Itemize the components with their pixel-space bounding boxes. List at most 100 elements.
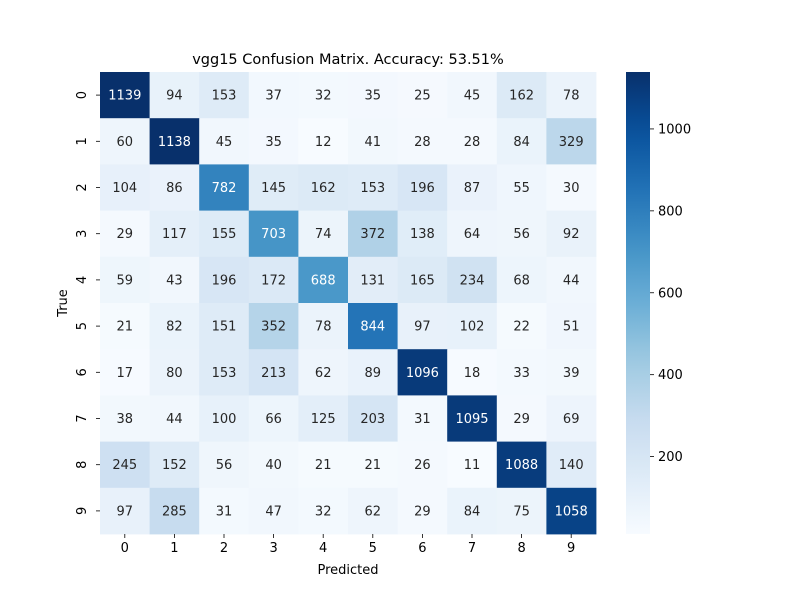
heatmap-cell	[447, 72, 498, 119]
heatmap-cell	[199, 349, 250, 396]
heatmap-cell	[447, 303, 498, 350]
colorbar-ticks: 200 400 600 800 1000	[650, 122, 691, 465]
heatmap-cell	[348, 395, 398, 442]
heatmap-cell	[496, 441, 547, 489]
cell-value-label: 64	[464, 227, 481, 242]
cell-value-label: 87	[464, 181, 481, 196]
y-axis-label: True	[56, 289, 71, 318]
cell-value-label: 26	[414, 458, 431, 473]
x-tick-label: 3	[269, 541, 277, 556]
cell-value-label: 131	[360, 273, 385, 288]
cell-value-label: 25	[414, 89, 431, 104]
heatmap-cell	[149, 118, 200, 165]
cell-value-label: 31	[414, 412, 431, 427]
y-tick-label: 4	[75, 276, 90, 284]
heatmap-cell	[248, 164, 299, 211]
heatmap-cell	[298, 72, 349, 119]
heatmap-cell	[348, 72, 398, 119]
x-tick-label: 2	[220, 541, 228, 556]
heatmap-cell	[496, 395, 547, 442]
cell-value-label: 39	[563, 366, 580, 381]
cell-value-label: 94	[166, 89, 183, 104]
heatmap-cell	[248, 72, 299, 119]
cell-value-label: 31	[216, 504, 233, 519]
heatmap-cell	[248, 349, 299, 396]
cell-value-label: 196	[212, 273, 237, 288]
cell-value-label: 1139	[108, 89, 141, 104]
cell-value-label: 29	[117, 227, 134, 242]
x-tick-label: 8	[517, 541, 525, 556]
cell-value-label: 32	[315, 504, 332, 519]
cell-value-label: 86	[166, 181, 183, 196]
cell-value-label: 117	[162, 227, 187, 242]
x-tick-label: 0	[121, 541, 129, 556]
heatmap-cell	[447, 256, 498, 304]
cell-value-label: 245	[112, 458, 137, 473]
cell-value-label: 35	[265, 135, 282, 150]
heatmap-cell	[546, 303, 597, 350]
cell-value-label: 703	[261, 227, 286, 242]
cell-value-label: 234	[460, 273, 485, 288]
heatmap-cell	[397, 164, 448, 211]
heatmap-cell	[248, 118, 299, 165]
cell-value-label: 44	[166, 412, 183, 427]
heatmap-cell	[546, 210, 597, 258]
y-tick-label: 7	[75, 414, 90, 422]
heatmap-cell	[199, 441, 250, 489]
cell-value-label: 84	[464, 504, 481, 519]
cell-value-label: 844	[360, 320, 385, 335]
x-axis-label: Predicted	[317, 563, 378, 578]
y-tick-label: 3	[75, 230, 90, 238]
heatmap-cell	[100, 72, 150, 119]
cell-value-label: 47	[265, 504, 282, 519]
y-tick-label: 2	[75, 183, 90, 191]
heatmap-cell	[199, 303, 250, 350]
heatmap-cell	[348, 164, 398, 211]
heatmap-cell	[298, 487, 349, 535]
cell-value-label: 29	[414, 504, 431, 519]
cell-value-label: 11	[464, 458, 481, 473]
colorbar-tick-label: 600	[658, 286, 683, 301]
cell-value-label: 196	[410, 181, 435, 196]
heatmap-cell	[248, 487, 299, 535]
heatmap-cell	[348, 118, 398, 165]
y-tick-label: 0	[75, 91, 90, 99]
cell-value-label: 151	[212, 320, 237, 335]
colorbar-tick-label: 1000	[658, 122, 691, 137]
cell-value-label: 165	[410, 273, 435, 288]
x-tick-label: 1	[170, 541, 178, 556]
heatmap-cell	[447, 487, 498, 535]
cell-value-label: 172	[261, 273, 286, 288]
cell-value-label: 18	[464, 366, 481, 381]
heatmap-cell	[397, 303, 448, 350]
cell-value-label: 1096	[406, 366, 439, 381]
cell-value-label: 28	[414, 135, 431, 150]
cell-value-label: 21	[117, 320, 134, 335]
chart-title: vgg15 Confusion Matrix. Accuracy: 53.51%	[192, 52, 504, 68]
cell-value-label: 69	[563, 412, 580, 427]
heatmap-cell	[100, 118, 150, 165]
heatmap-cell	[248, 256, 299, 304]
y-tick-label: 1	[75, 137, 90, 145]
heatmap-cell	[248, 395, 299, 442]
x-axis-ticks: 0 1 2 3 4 5 6 7 8 9	[121, 534, 575, 556]
heatmap-cell	[397, 441, 448, 489]
cell-value-label: 285	[162, 504, 187, 519]
heatmap-cell	[199, 210, 250, 258]
cell-value-label: 352	[261, 320, 286, 335]
heatmap-cell	[397, 256, 448, 304]
heatmap-cell	[248, 210, 299, 258]
cell-value-label: 153	[212, 89, 237, 104]
heatmap-cell	[149, 487, 200, 535]
cell-value-label: 102	[460, 320, 485, 335]
cell-value-label: 62	[365, 504, 382, 519]
cell-value-label: 29	[513, 412, 530, 427]
heatmap-cell	[447, 349, 498, 396]
heatmap-cell	[248, 441, 299, 489]
cell-value-label: 1058	[555, 504, 588, 519]
cell-value-label: 372	[360, 227, 385, 242]
cell-value-label: 30	[563, 181, 580, 196]
heatmap-cell	[348, 303, 398, 350]
